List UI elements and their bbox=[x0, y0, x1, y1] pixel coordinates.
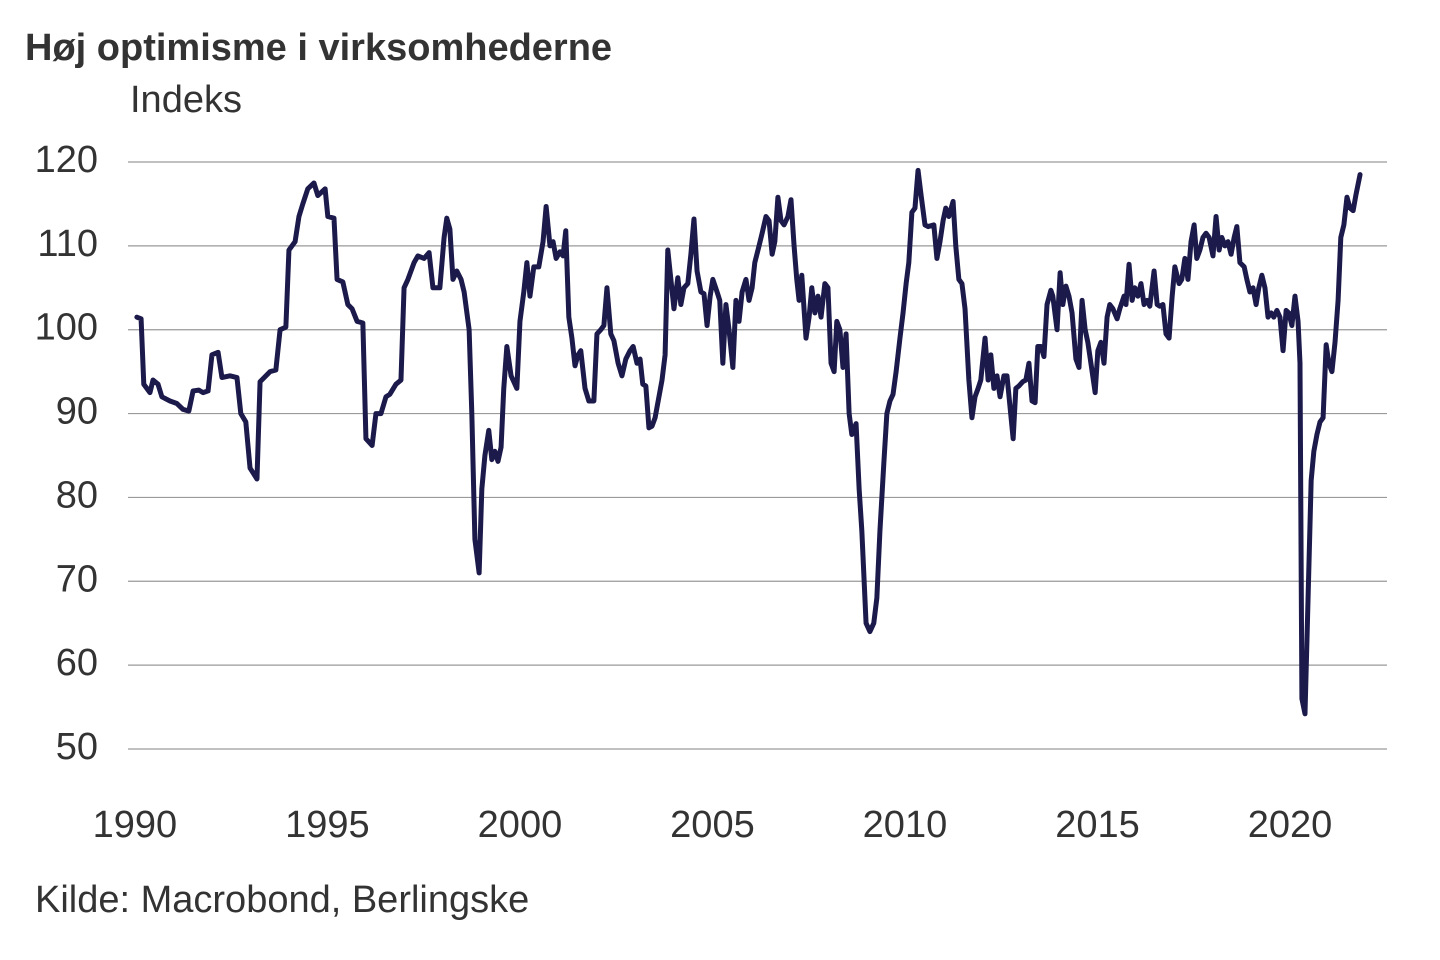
x-tick-label: 1990 bbox=[93, 804, 178, 846]
x-tick-label: 2005 bbox=[670, 804, 755, 846]
x-tick-label: 2000 bbox=[478, 804, 563, 846]
y-tick-label: 50 bbox=[56, 726, 98, 768]
x-tick-label: 2015 bbox=[1055, 804, 1140, 846]
y-tick-label: 120 bbox=[35, 139, 98, 181]
x-tick-label: 1995 bbox=[285, 804, 370, 846]
y-tick-label: 90 bbox=[56, 391, 98, 433]
y-tick-label: 100 bbox=[35, 307, 98, 349]
y-axis-label: Indeks bbox=[130, 79, 242, 121]
x-tick-label: 2020 bbox=[1248, 804, 1333, 846]
data-line bbox=[134, 167, 1363, 717]
y-tick-label: 70 bbox=[56, 558, 98, 600]
x-tick-label: 2010 bbox=[863, 804, 948, 846]
source: Kilde: Macrobond, Berlingske bbox=[35, 879, 529, 921]
y-tick-label: 110 bbox=[37, 223, 98, 265]
y-tick-label: 80 bbox=[56, 474, 98, 516]
y-tick-label: 60 bbox=[56, 642, 98, 684]
chart-title: Høj optimisme i virksomhederne bbox=[25, 27, 612, 69]
